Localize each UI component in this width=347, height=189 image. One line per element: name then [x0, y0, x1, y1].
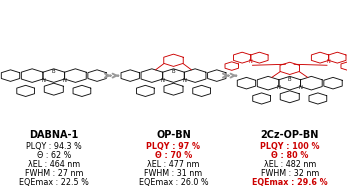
Text: Θ : 70 %: Θ : 70 %: [155, 151, 192, 160]
Text: B: B: [52, 69, 56, 74]
Text: PLQY : 94.3 %: PLQY : 94.3 %: [26, 142, 82, 151]
Text: OP-BN: OP-BN: [156, 130, 191, 140]
Text: PLQY : 100 %: PLQY : 100 %: [260, 142, 320, 151]
Text: FWHM : 31 nm: FWHM : 31 nm: [144, 169, 203, 178]
Text: B: B: [172, 69, 175, 74]
Text: N: N: [249, 59, 253, 64]
Text: N: N: [299, 85, 303, 90]
Text: N: N: [63, 77, 67, 83]
Text: λEL : 464 nm: λEL : 464 nm: [28, 160, 80, 169]
Text: N: N: [41, 77, 45, 83]
Text: EQEmax : 26.0 %: EQEmax : 26.0 %: [139, 178, 208, 187]
Text: FWHM : 32 nm: FWHM : 32 nm: [261, 169, 319, 178]
Text: DABNA-1: DABNA-1: [29, 130, 78, 140]
Text: N: N: [161, 77, 164, 83]
Text: Θ : 62 %: Θ : 62 %: [36, 151, 71, 160]
Text: EQEmax : 29.6 %: EQEmax : 29.6 %: [252, 178, 328, 187]
Text: EQEmax : 22.5 %: EQEmax : 22.5 %: [19, 178, 89, 187]
Text: λEL : 482 nm: λEL : 482 nm: [264, 160, 316, 169]
Text: 2Cz-OP-BN: 2Cz-OP-BN: [261, 130, 319, 140]
Text: N: N: [327, 59, 331, 64]
Text: N: N: [277, 85, 281, 90]
Text: FWHM : 27 nm: FWHM : 27 nm: [25, 169, 83, 178]
Text: B: B: [288, 77, 291, 82]
Text: PLQY : 97 %: PLQY : 97 %: [146, 142, 201, 151]
Text: N: N: [183, 77, 186, 83]
Text: λEL : 477 nm: λEL : 477 nm: [147, 160, 200, 169]
Text: Θ : 80 %: Θ : 80 %: [271, 151, 308, 160]
